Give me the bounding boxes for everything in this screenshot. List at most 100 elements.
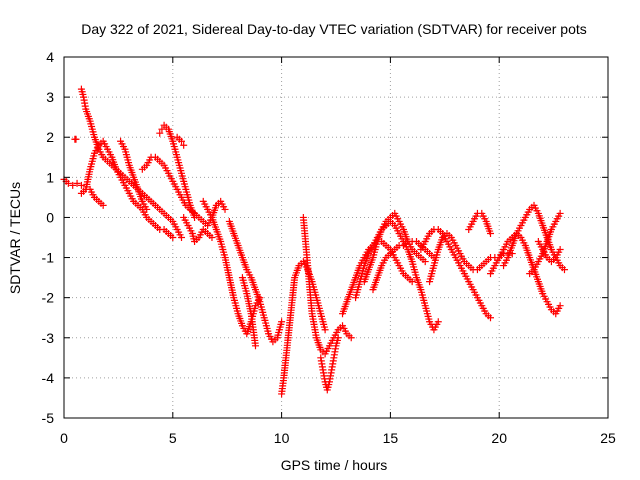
- interpolated-point-marker: [450, 239, 458, 247]
- y-tick-label: 4: [46, 49, 54, 65]
- interpolated-point-marker: [424, 232, 432, 240]
- series-sat-track-4: [77, 137, 177, 241]
- interpolated-point-marker: [346, 288, 354, 296]
- interpolated-point-marker: [167, 175, 175, 183]
- interpolated-point-marker: [547, 228, 555, 236]
- series-sat-track-23: [465, 209, 494, 237]
- interpolated-point-marker: [502, 240, 510, 248]
- interpolated-point-marker: [542, 240, 550, 248]
- interpolated-point-marker: [123, 175, 131, 183]
- interpolated-point-marker: [407, 255, 415, 263]
- interpolated-point-marker: [162, 123, 170, 131]
- interpolated-point-marker: [507, 244, 515, 252]
- interpolated-point-marker: [101, 155, 109, 163]
- series-sat-track-5: [86, 185, 107, 209]
- interpolated-point-marker: [129, 171, 137, 179]
- interpolated-point-marker: [433, 320, 441, 328]
- interpolated-point-marker: [516, 224, 524, 232]
- interpolated-point-marker: [294, 264, 302, 272]
- interpolated-point-marker: [102, 143, 110, 151]
- interpolated-point-marker: [372, 276, 380, 284]
- interpolated-point-marker: [368, 256, 376, 264]
- interpolated-point-marker: [428, 227, 436, 235]
- interpolated-point-marker: [172, 183, 180, 191]
- interpolated-point-marker: [420, 240, 428, 248]
- interpolated-point-marker: [425, 315, 433, 323]
- interpolated-point-marker: [183, 219, 191, 227]
- interpolated-point-marker: [259, 311, 267, 319]
- interpolated-point-marker: [193, 236, 201, 244]
- x-tick-label: 25: [600, 430, 616, 446]
- interpolated-point-marker: [185, 199, 193, 207]
- interpolated-point-marker: [279, 377, 287, 385]
- series-sat-track-15: [299, 213, 355, 358]
- interpolated-point-marker: [93, 144, 101, 152]
- interpolated-point-marker: [389, 248, 397, 256]
- x-tick-label: 5: [169, 430, 177, 446]
- interpolated-point-marker: [415, 240, 423, 248]
- interpolated-point-marker: [331, 345, 339, 353]
- interpolated-point-marker: [394, 259, 402, 267]
- interpolated-point-marker: [127, 179, 135, 187]
- interpolated-point-marker: [537, 252, 545, 260]
- interpolated-point-marker: [181, 183, 189, 191]
- series-sat-track-3: [77, 85, 186, 241]
- interpolated-point-marker: [316, 307, 324, 315]
- plot-frame: [63, 56, 609, 419]
- interpolated-point-marker: [434, 248, 442, 256]
- interpolated-point-marker: [229, 291, 237, 299]
- interpolated-point-marker: [381, 220, 389, 228]
- interpolated-point-marker: [162, 227, 170, 235]
- interpolated-point-marker: [438, 236, 446, 244]
- interpolated-point-marker: [211, 204, 219, 212]
- interpolated-point-marker: [512, 232, 520, 240]
- interpolated-point-marker: [446, 243, 454, 251]
- interpolated-point-marker: [550, 308, 558, 316]
- interpolated-point-marker: [351, 276, 359, 284]
- interpolated-point-marker: [415, 252, 423, 260]
- interpolated-point-marker: [520, 239, 528, 247]
- interpolated-point-marker: [319, 348, 327, 356]
- interpolated-point-marker: [402, 240, 410, 248]
- interpolated-point-marker: [247, 307, 255, 315]
- interpolated-point-marker: [542, 251, 550, 259]
- interpolated-point-marker: [398, 223, 406, 231]
- interpolated-point-marker: [128, 195, 136, 203]
- interpolated-point-marker: [373, 240, 381, 248]
- series-sat-track-6: [117, 137, 151, 213]
- interpolated-point-marker: [176, 231, 184, 239]
- series-sat-track-1: [60, 175, 85, 189]
- interpolated-point-marker: [533, 260, 541, 268]
- interpolated-point-marker: [368, 244, 376, 252]
- interpolated-point-marker: [345, 332, 353, 340]
- interpolated-point-marker: [316, 343, 324, 351]
- interpolated-point-marker: [389, 219, 397, 227]
- interpolated-point-marker: [537, 243, 545, 251]
- interpolated-point-marker: [547, 243, 555, 251]
- interpolated-point-marker: [81, 102, 89, 110]
- interpolated-point-marker: [329, 357, 337, 365]
- interpolated-point-marker: [463, 260, 471, 268]
- interpolated-point-marker: [341, 327, 349, 335]
- interpolated-point-marker: [342, 300, 350, 308]
- x-tick-label: 0: [60, 430, 68, 446]
- series-sat-track-7: [138, 153, 229, 229]
- interpolated-point-marker: [333, 336, 341, 344]
- interpolated-point-marker: [472, 212, 480, 220]
- y-tick-label: -3: [42, 330, 55, 346]
- interpolated-point-marker: [242, 287, 250, 295]
- interpolated-point-marker: [389, 211, 397, 219]
- interpolated-point-marker: [206, 231, 214, 239]
- interpolated-point-marker: [550, 256, 558, 264]
- series-sat-track-9: [173, 133, 188, 149]
- series-sat-track-18: [352, 217, 442, 334]
- data-point-marker: [77, 181, 85, 189]
- interpolated-point-marker: [201, 227, 209, 235]
- interpolated-point-marker: [384, 244, 392, 252]
- interpolated-point-marker: [98, 151, 106, 159]
- interpolated-point-marker: [436, 227, 444, 235]
- y-tick-label: 3: [46, 89, 54, 105]
- interpolated-point-marker: [149, 219, 157, 227]
- interpolated-point-marker: [145, 195, 153, 203]
